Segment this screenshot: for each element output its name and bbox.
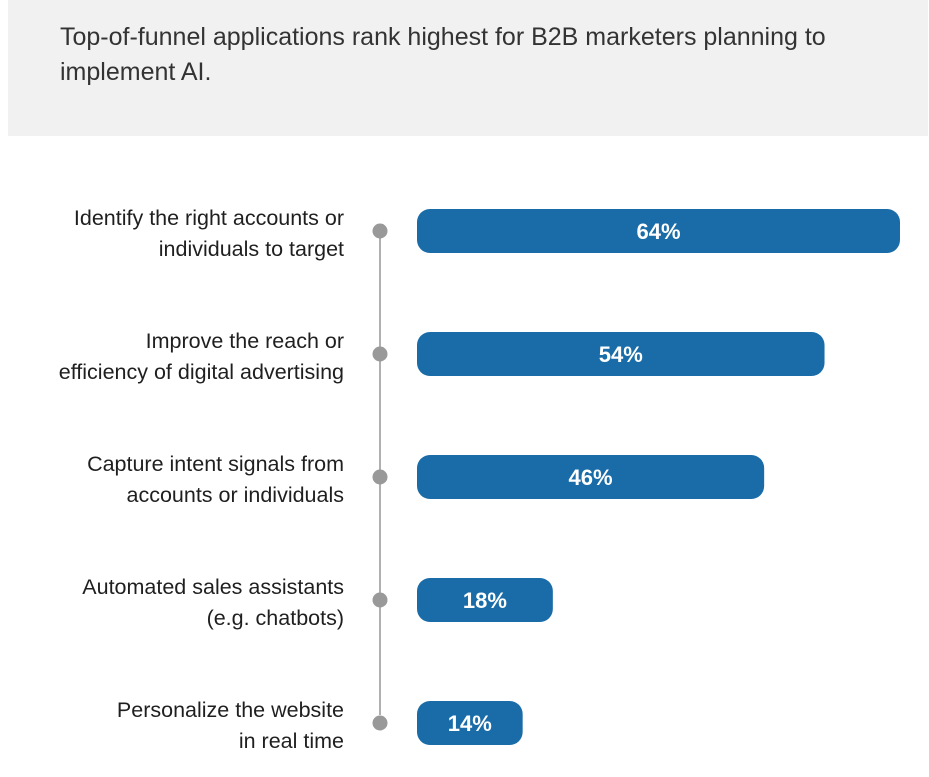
value-label: 14% (448, 711, 492, 736)
bar (417, 455, 765, 499)
category-label: Improve the reach or (146, 329, 344, 353)
category-label: Identify the right accounts or (74, 206, 344, 230)
category-label: efficiency of digital advertising (59, 360, 344, 384)
chart-title: Top-of-funnel applications rank highest … (60, 23, 826, 86)
bar (417, 209, 900, 253)
category-label: in real time (239, 729, 344, 753)
bar (417, 701, 523, 745)
category-label: (e.g. chatbots) (207, 606, 344, 630)
value-label: 46% (569, 465, 613, 490)
axis-dot (372, 592, 388, 608)
value-label: 54% (599, 342, 643, 367)
bar (417, 578, 553, 622)
axis-dot (372, 469, 388, 485)
category-label: accounts or individuals (126, 483, 344, 507)
bar (417, 332, 825, 376)
title-panel: Top-of-funnel applications rank highest … (8, 0, 928, 136)
category-label: Personalize the website (117, 698, 344, 722)
axis-dot (372, 223, 388, 239)
axis-dot (372, 346, 388, 362)
category-label: Capture intent signals from (87, 452, 344, 476)
axis-dot (372, 715, 388, 731)
category-label: individuals to target (159, 237, 344, 261)
category-label: Automated sales assistants (82, 575, 344, 599)
value-label: 64% (636, 219, 680, 244)
value-label: 18% (463, 588, 507, 613)
